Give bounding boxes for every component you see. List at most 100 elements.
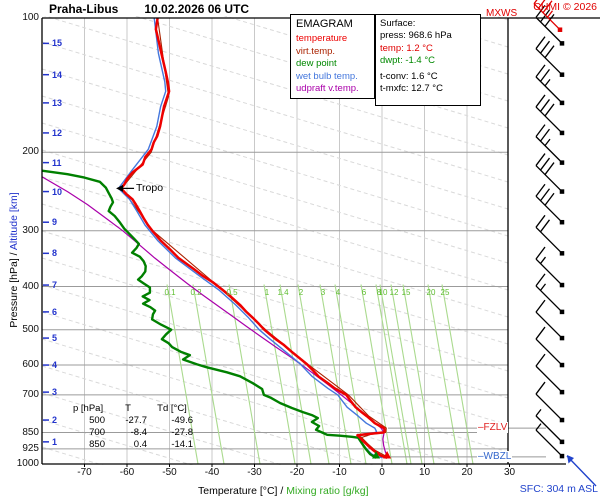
level-data-table: p [hPa] T Td [°C] 500 -27.7 -49.6 700 -8… bbox=[73, 403, 195, 451]
pressure-tick-label: 925 bbox=[22, 442, 39, 454]
freezing-level-label: –FZLV bbox=[477, 422, 509, 433]
pressure-tick-label: 850 bbox=[22, 426, 39, 438]
mixing-ratio-tick-label: 25 bbox=[440, 288, 450, 297]
table-header-dewpoint: Td [°C] bbox=[157, 403, 187, 414]
table-cell: 500 bbox=[89, 415, 105, 426]
surface-title: Surface: bbox=[380, 18, 416, 29]
mixing-ratio-tick-label: 10 bbox=[378, 288, 388, 297]
altitude-tick-label: 5 bbox=[52, 333, 58, 344]
copyright-notice: CHMI © 2026 bbox=[533, 1, 597, 13]
wind-barb bbox=[535, 246, 565, 288]
mixing-ratio-tick-label: 12 bbox=[389, 288, 399, 297]
altitude-tick-label: 13 bbox=[52, 97, 63, 108]
surface-altitude-label: SFC: 304 m ASL bbox=[519, 483, 598, 495]
altitude-tick-label: 3 bbox=[52, 387, 58, 398]
wind-barb bbox=[535, 408, 565, 445]
sounding-datetime: 10.02.2026 06 UTC bbox=[144, 2, 250, 16]
pressure-tick-label: 200 bbox=[22, 146, 39, 158]
surface-temperature: temp: 1.2 °C bbox=[380, 42, 433, 54]
wind-barb bbox=[535, 153, 565, 194]
station-name: Praha-Libus bbox=[49, 2, 119, 16]
surface-pressure: press: 968.6 hPa bbox=[380, 30, 452, 42]
temperature-tick-label: -40 bbox=[204, 467, 220, 478]
altitude-tick-label: 12 bbox=[52, 127, 63, 138]
table-cell: 850 bbox=[89, 439, 105, 450]
y-axis-title: Pressure [hPa] / Altitude [km] bbox=[8, 140, 20, 380]
mixing-ratio-tick-label: 1 bbox=[264, 288, 270, 297]
wind-barb bbox=[535, 183, 565, 225]
altitude-tick-label: 2 bbox=[52, 415, 58, 426]
altitude-tick-label: 7 bbox=[52, 280, 58, 291]
legend-item-virt-temp: virt.temp. bbox=[296, 45, 336, 57]
wind-barb bbox=[535, 423, 565, 459]
x-axis-title: Temperature [°C] / Mixing ratio [g/kg] bbox=[198, 485, 369, 497]
legend-item-temperature: temperature bbox=[296, 33, 348, 44]
table-cell: -8.4 bbox=[130, 427, 147, 438]
y-axis-altitude-title: Altitude [km] bbox=[8, 192, 20, 251]
x-axis-mixing-ratio-title: Mixing ratio [g/kg] bbox=[286, 485, 369, 497]
table-header-temp: T bbox=[125, 403, 131, 414]
wet-bulb-zero-label: –WBZL bbox=[477, 451, 513, 462]
temperature-tick-label: 20 bbox=[461, 467, 473, 478]
wind-barb bbox=[535, 353, 565, 395]
mixing-ratio-tick-label: 0.1 bbox=[164, 288, 176, 297]
wind-barb bbox=[535, 124, 565, 165]
altitude-tick-label: 10 bbox=[52, 186, 63, 197]
table-cell: -14.1 bbox=[171, 439, 193, 450]
temperature-tick-label: 30 bbox=[503, 467, 516, 478]
max-wind-label: MXWS bbox=[486, 8, 518, 19]
table-cell: -49.6 bbox=[171, 415, 193, 426]
pressure-tick-label: 400 bbox=[22, 280, 39, 292]
pressure-tick-label: 500 bbox=[22, 323, 39, 335]
table-cell: -27.7 bbox=[125, 415, 147, 426]
altitude-tick-label: 15 bbox=[52, 38, 63, 49]
mixing-ratio-tick-label: 6 bbox=[361, 288, 367, 297]
wind-barb bbox=[535, 299, 565, 341]
altitude-tick-label: 4 bbox=[52, 360, 58, 371]
tropopause-label: Tropo bbox=[136, 182, 164, 194]
pressure-tick-label: 300 bbox=[22, 224, 39, 236]
legend-item-updraft-vtemp: udpraft v.temp. bbox=[296, 83, 359, 94]
wind-barb bbox=[535, 64, 565, 106]
mixing-ratio-tick-label: 8 bbox=[376, 288, 382, 297]
table-cell: -27.8 bbox=[171, 427, 193, 438]
wind-barb bbox=[533, 0, 563, 32]
y-axis-separator: / bbox=[8, 250, 20, 259]
wind-barb bbox=[535, 214, 565, 256]
mixing-ratio-tick-label: 3 bbox=[320, 288, 326, 297]
wind-barb bbox=[535, 381, 565, 423]
wind-barb bbox=[535, 326, 565, 368]
table-cell: 0.4 bbox=[133, 439, 147, 450]
altitude-tick-label: 9 bbox=[52, 217, 58, 228]
wind-barb bbox=[535, 4, 565, 46]
temperature-tick-label: -70 bbox=[77, 467, 92, 478]
surface-tconv: t-conv: 1.6 °C bbox=[380, 71, 438, 83]
altitude-tick-label: 11 bbox=[52, 157, 62, 168]
temperature-tick-label: -20 bbox=[289, 467, 305, 478]
page-title: Praha-Libus 10.02.2026 06 UTC bbox=[49, 2, 249, 16]
surface-data-panel: Surface: press: 968.6 hPa temp: 1.2 °C d… bbox=[375, 14, 481, 106]
chart-legend: EMAGRAM temperature virt.temp. dew point… bbox=[290, 14, 375, 99]
mixing-ratio-tick-label: 1.4 bbox=[277, 288, 289, 297]
pressure-tick-label: 600 bbox=[22, 359, 39, 371]
temperature-tick-label: -50 bbox=[162, 467, 177, 478]
wind-barb bbox=[535, 273, 565, 315]
temperature-tick-label: -10 bbox=[332, 467, 347, 478]
x-axis-temperature-title: Temperature [°C] / bbox=[198, 485, 284, 497]
mixing-ratio-tick-label: 20 bbox=[426, 288, 436, 297]
temperature-tick-label: 10 bbox=[418, 467, 431, 478]
mixing-ratio-tick-label: 0.2 bbox=[190, 288, 202, 297]
legend-title: EMAGRAM bbox=[296, 18, 353, 30]
legend-item-dew-point: dew point bbox=[296, 58, 337, 69]
wind-barb bbox=[535, 36, 565, 77]
mixing-ratio-tick-label: 0.5 bbox=[226, 288, 238, 297]
table-cell: 700 bbox=[89, 427, 105, 438]
surface-tmxfc: t-mxfc: 12.7 °C bbox=[380, 83, 443, 95]
altitude-tick-label: 8 bbox=[52, 248, 58, 259]
altitude-tick-label: 1 bbox=[52, 436, 58, 447]
mixing-ratio-tick-label: 15 bbox=[401, 288, 411, 297]
temperature-tick-label: -30 bbox=[247, 467, 262, 478]
pressure-tick-label: 700 bbox=[22, 388, 39, 400]
y-axis-pressure-title: Pressure [hPa] bbox=[8, 258, 20, 328]
